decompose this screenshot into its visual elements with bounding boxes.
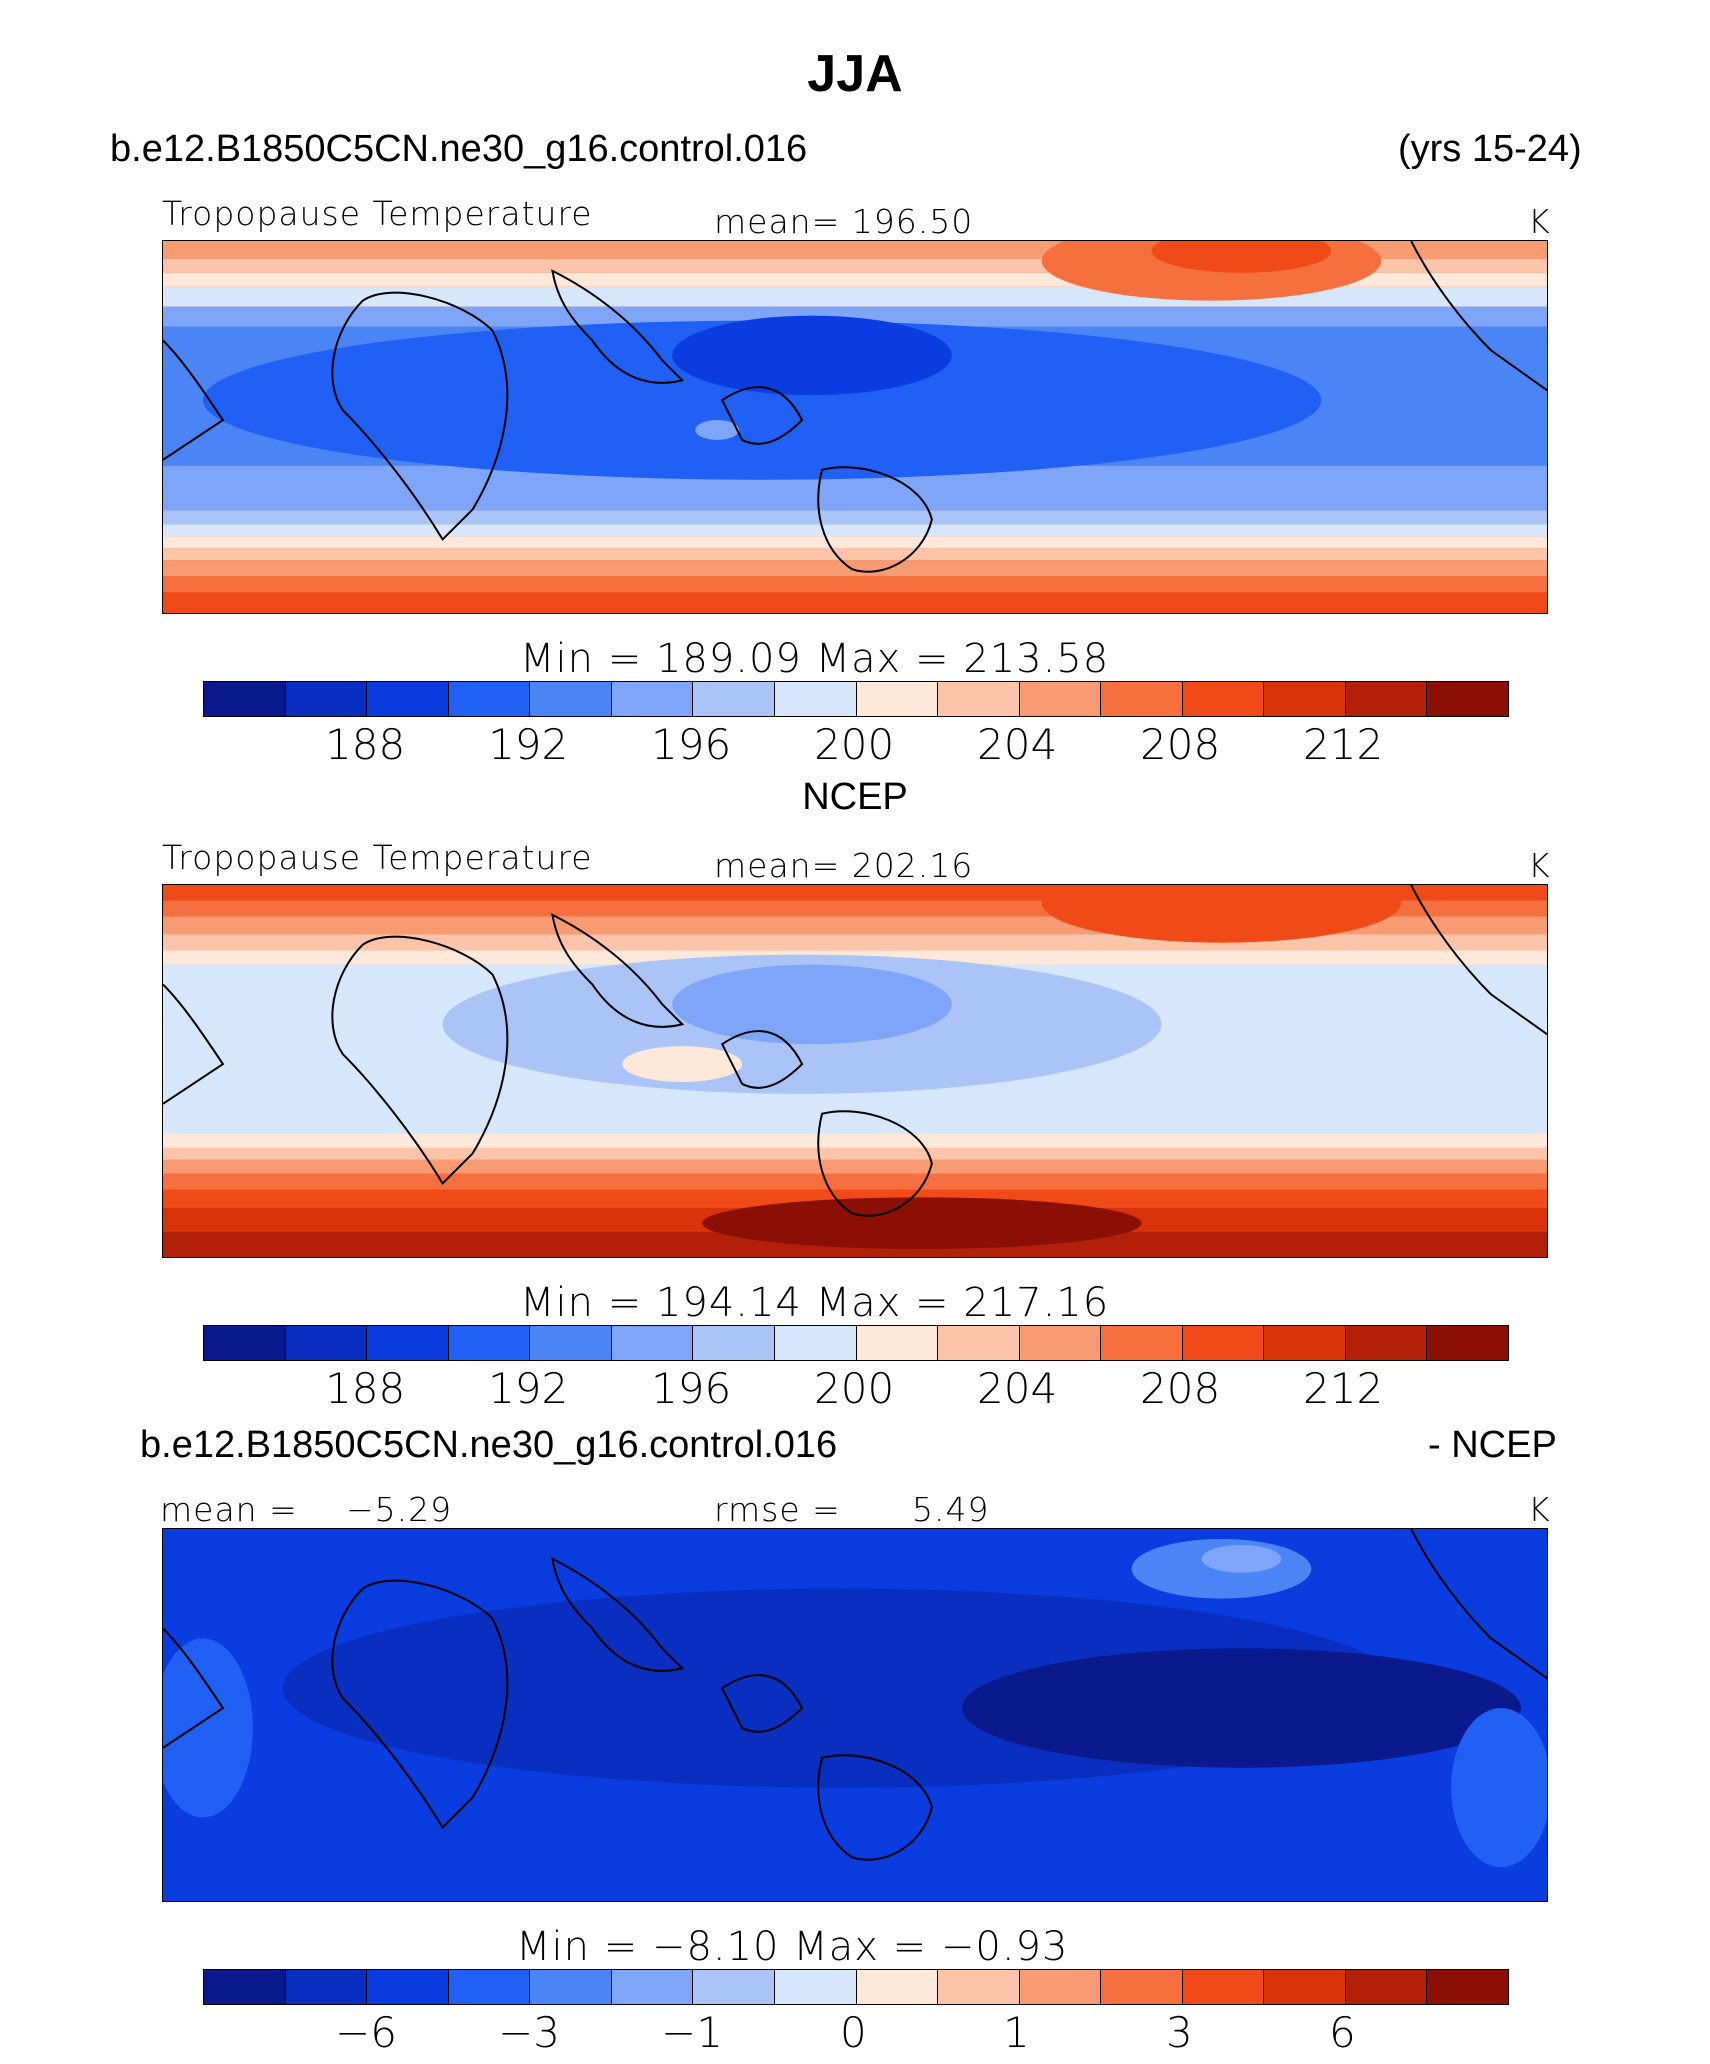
colorbar-swatch: [1264, 682, 1346, 716]
colorbar-swatch: [693, 1970, 775, 2004]
colorbar-swatch: [448, 1970, 531, 2004]
panel2-tick: 212: [1303, 1364, 1384, 1413]
colorbar-swatch: [856, 682, 939, 716]
colorbar-swatch: [1427, 1970, 1508, 2004]
colorbar-swatch: [1345, 682, 1428, 716]
colorbar-swatch: [938, 682, 1020, 716]
panel1-tick: 200: [814, 720, 895, 769]
colorbar-swatch: [611, 1326, 694, 1360]
colorbar-swatch: [1264, 1970, 1346, 2004]
colorbar-swatch: [1345, 1326, 1428, 1360]
panel2-field-label: Tropopause Temperature: [162, 838, 593, 877]
panel3-colorbar: [203, 1969, 1509, 2005]
panel1-case-name: b.e12.B1850C5CN.ne30_g16.control.016: [110, 128, 808, 170]
panel3-mean-label: mean =: [160, 1490, 298, 1529]
panel3-tick: 3: [1166, 2008, 1193, 2057]
page-title: JJA: [807, 45, 903, 103]
colorbar-swatch: [774, 682, 857, 716]
panel3-case-name: b.e12.B1850C5CN.ne30_g16.control.016: [140, 1424, 838, 1466]
panel3-minmax: Min = −8.10 Max = −0.93: [516, 1924, 1069, 1970]
colorbar-swatch: [530, 682, 612, 716]
colorbar-swatch: [1019, 682, 1102, 716]
panel2-title: NCEP: [802, 776, 908, 818]
colorbar-swatch: [448, 1326, 531, 1360]
colorbar-swatch: [285, 1970, 368, 2004]
colorbar-swatch: [367, 1326, 449, 1360]
colorbar-swatch: [1182, 1970, 1265, 2004]
colorbar-swatch: [611, 682, 694, 716]
colorbar-swatch: [1345, 1970, 1428, 2004]
colorbar-swatch: [774, 1326, 857, 1360]
panel2-tick: 196: [651, 1364, 732, 1413]
panel3-tick: −3: [498, 2008, 560, 2057]
panel1-tick: 212: [1303, 720, 1384, 769]
colorbar-swatch: [367, 1970, 449, 2004]
panel3-tick: 6: [1329, 2008, 1356, 2057]
panel2-mean: mean= 202.16: [714, 846, 974, 885]
panel3-minus-ncep: - NCEP: [1428, 1424, 1557, 1466]
colorbar-swatch: [938, 1970, 1020, 2004]
panel3-rmse-value: 5.49: [912, 1490, 990, 1529]
panel2-tick: 188: [325, 1364, 406, 1413]
colorbar-swatch: [285, 682, 368, 716]
panel2-tick: 208: [1140, 1364, 1221, 1413]
panel1-tick: 192: [488, 720, 569, 769]
colorbar-swatch: [530, 1970, 612, 2004]
panel1-field-label: Tropopause Temperature: [162, 194, 593, 233]
panel1-minmax: Min = 189.09 Max = 213.58: [520, 636, 1110, 682]
panel1-tick: 196: [651, 720, 732, 769]
panel3-tick: 1: [1003, 2008, 1030, 2057]
colorbar-swatch: [1101, 1326, 1183, 1360]
panel2-tick: 192: [488, 1364, 569, 1413]
panel3-units: K: [1528, 1490, 1551, 1529]
panel1-tick: 208: [1140, 720, 1221, 769]
colorbar-swatch: [856, 1326, 939, 1360]
panel3-mean-value: −5.29: [346, 1490, 453, 1529]
panel2-map: [162, 884, 1548, 1258]
panel1-years: (yrs 15-24): [1398, 128, 1582, 170]
colorbar-swatch: [530, 1326, 612, 1360]
panel1-tick: 204: [977, 720, 1058, 769]
colorbar-swatch: [1427, 682, 1508, 716]
colorbar-swatch: [1182, 1326, 1265, 1360]
colorbar-swatch: [204, 1970, 286, 2004]
colorbar-swatch: [285, 1326, 368, 1360]
colorbar-swatch: [448, 682, 531, 716]
colorbar-swatch: [611, 1970, 694, 2004]
panel3-map: [162, 1528, 1548, 1902]
colorbar-swatch: [693, 682, 775, 716]
colorbar-swatch: [204, 682, 286, 716]
panel2-units: K: [1528, 846, 1551, 885]
panel1-tick: 188: [325, 720, 406, 769]
colorbar-swatch: [204, 1326, 286, 1360]
colorbar-swatch: [856, 1970, 939, 2004]
colorbar-swatch: [1264, 1326, 1346, 1360]
colorbar-swatch: [1019, 1326, 1102, 1360]
panel1-colorbar: [203, 681, 1509, 717]
colorbar-swatch: [1427, 1326, 1508, 1360]
panel2-colorbar: [203, 1325, 1509, 1361]
colorbar-swatch: [367, 682, 449, 716]
colorbar-swatch: [1101, 1970, 1183, 2004]
panel3-tick: 0: [840, 2008, 867, 2057]
colorbar-swatch: [1182, 682, 1265, 716]
panel1-units: K: [1528, 202, 1551, 241]
panel3-rmse-label: rmse =: [714, 1490, 841, 1529]
colorbar-swatch: [1019, 1970, 1102, 2004]
panel2-minmax: Min = 194.14 Max = 217.16: [520, 1280, 1110, 1326]
colorbar-swatch: [1101, 682, 1183, 716]
colorbar-swatch: [938, 1326, 1020, 1360]
panel2-tick: 200: [814, 1364, 895, 1413]
panel2-tick: 204: [977, 1364, 1058, 1413]
colorbar-swatch: [774, 1970, 857, 2004]
colorbar-swatch: [693, 1326, 775, 1360]
panel1-mean: mean= 196.50: [714, 202, 974, 241]
panel3-tick: −1: [661, 2008, 723, 2057]
panel3-tick: −6: [335, 2008, 397, 2057]
panel1-map: [162, 240, 1548, 614]
